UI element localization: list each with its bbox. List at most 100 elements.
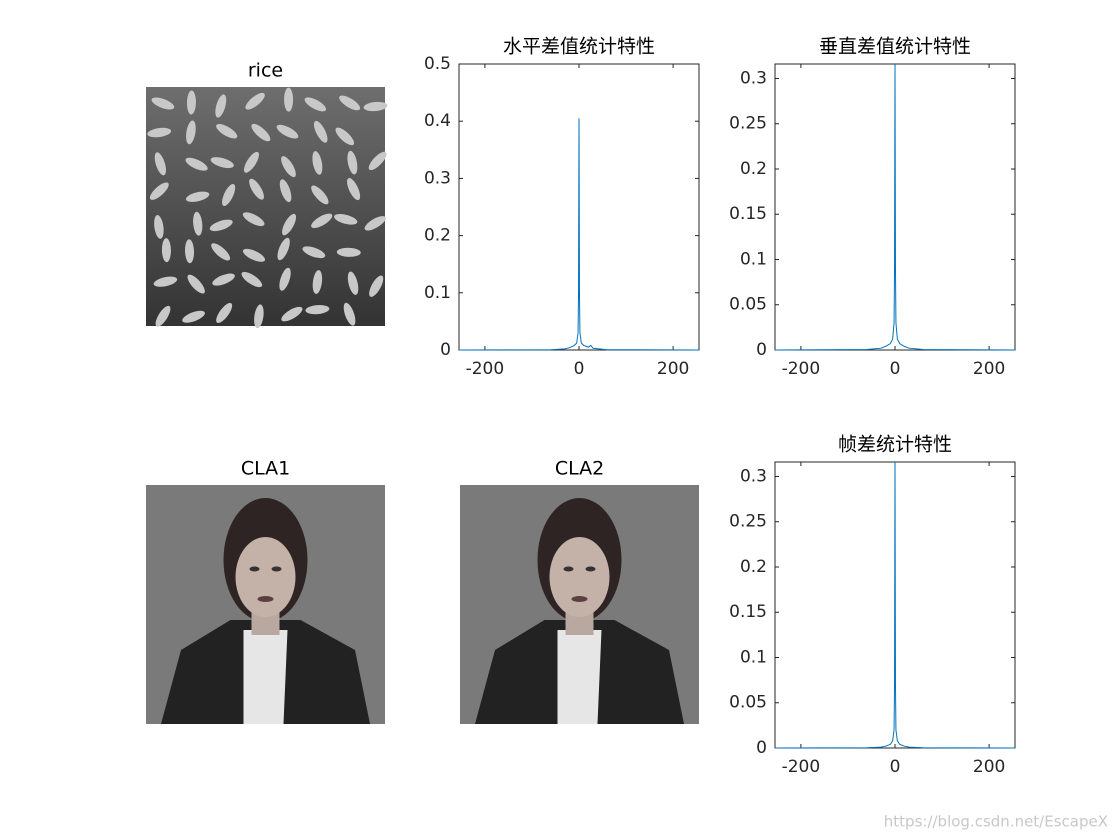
rice-grain [347, 271, 359, 295]
y-tick-label: 0.2 [424, 226, 451, 246]
rice-grain [153, 276, 178, 287]
eye [563, 566, 574, 572]
mouth [571, 596, 588, 602]
rice-grain [185, 239, 195, 264]
rice-grain [311, 213, 333, 229]
rice-grain [185, 191, 210, 202]
eye [249, 566, 260, 572]
rice-grain [245, 92, 265, 110]
rice-grain [284, 87, 294, 112]
y-tick-label: 0.05 [729, 295, 767, 315]
rice-grain [242, 212, 265, 227]
shirt [557, 630, 602, 724]
x-tick-label: -200 [466, 359, 505, 379]
y-tick-label: 0.5 [424, 54, 451, 74]
chart-title: 水平差值统计特性 [503, 36, 655, 58]
rice-grain [279, 179, 292, 203]
rice-grain [313, 120, 328, 143]
mouth [257, 596, 274, 602]
rice-grain [254, 304, 264, 329]
rice-grain [251, 123, 271, 142]
rice-grain [243, 151, 259, 173]
rice-grain [302, 246, 326, 259]
image-title: CLA2 [555, 458, 604, 480]
rice-grain [311, 185, 329, 205]
rice-grain [339, 95, 361, 111]
y-tick-label: 0.3 [740, 68, 767, 88]
rice-grain [277, 237, 290, 261]
rice-grain [186, 120, 196, 145]
y-tick-label: 0.2 [740, 557, 767, 577]
rice-grain [212, 273, 235, 286]
rice-grain [249, 178, 264, 200]
y-tick-label: 0 [440, 340, 451, 360]
rice-grain [368, 151, 387, 171]
rice-grain [336, 247, 361, 257]
chart-title: 垂直差值统计特性 [819, 36, 971, 58]
line [774, 461, 1016, 749]
chart-title: 帧差统计特性 [838, 434, 952, 456]
y-tick-label: 0.05 [729, 693, 767, 713]
rice-grain [211, 243, 231, 261]
x-tick-label: 200 [657, 359, 689, 379]
y-tick-label: 0 [756, 738, 767, 758]
rice-grain [281, 306, 303, 322]
rice-grain [154, 152, 166, 176]
rice-grain [215, 94, 227, 118]
x-tick-label: 0 [890, 757, 901, 777]
x-tick-label: 0 [574, 359, 585, 379]
rice-grain [363, 101, 388, 112]
rice-grain [185, 157, 208, 171]
rice-grain [149, 182, 169, 200]
rice-grain [282, 213, 297, 236]
rice-grain [242, 248, 266, 262]
image [146, 87, 385, 326]
rice-grain [347, 178, 361, 201]
rice-grain [241, 271, 263, 288]
x-tick-label: -200 [782, 757, 821, 777]
watermark: https://blog.csdn.net/EscapeX [884, 813, 1108, 831]
y-tick-label: 0.1 [740, 249, 767, 269]
image-title: CLA1 [241, 458, 290, 480]
rice-grain [193, 211, 203, 236]
rice-grain [312, 151, 323, 175]
rice-grain [209, 219, 233, 232]
line [774, 63, 1016, 351]
y-tick-label: 0.3 [740, 466, 767, 486]
rice-grain [312, 270, 323, 294]
rice-grain [155, 305, 171, 327]
y-tick-label: 0.25 [729, 512, 767, 532]
y-tick-label: 0.3 [424, 168, 451, 188]
rice-grain [369, 275, 384, 297]
rice-grain [182, 310, 205, 323]
rice-grain [335, 127, 355, 146]
rice-grain [281, 156, 296, 178]
eye [271, 566, 282, 572]
y-tick-label: 0.1 [740, 647, 767, 667]
rice-grain [161, 238, 171, 263]
x-tick-label: 200 [973, 359, 1005, 379]
face [549, 537, 610, 617]
y-tick-label: 0.4 [424, 111, 451, 131]
y-tick-label: 0.2 [740, 159, 767, 179]
rice-grain [276, 124, 299, 139]
line [458, 118, 700, 351]
x-tick-label: 0 [890, 359, 901, 379]
image-title: rice [248, 60, 283, 82]
rice-grain [222, 183, 236, 207]
y-tick-label: 0.15 [729, 602, 767, 622]
rice-grain [187, 274, 205, 294]
x-tick-label: 200 [973, 757, 1005, 777]
rice-grain [154, 215, 164, 239]
y-tick-label: 0.1 [424, 283, 451, 303]
rice-grain [147, 127, 172, 138]
eye [585, 566, 596, 572]
y-tick-label: 0 [756, 340, 767, 360]
rice-grain [304, 97, 327, 112]
rice-grain [151, 97, 175, 110]
rice-grain [216, 124, 238, 139]
rice-grain [216, 302, 233, 323]
x-tick-label: -200 [782, 359, 821, 379]
rice-grain [279, 267, 291, 291]
